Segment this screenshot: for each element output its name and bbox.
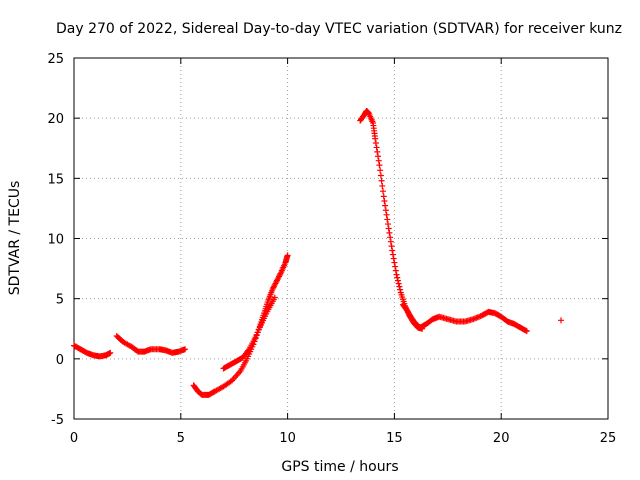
data-point-marker <box>380 193 387 200</box>
data-point-marker <box>392 267 399 274</box>
data-point-marker <box>393 271 400 278</box>
data-point-marker <box>389 247 396 254</box>
series-arc-6 <box>399 301 530 335</box>
data-point-marker <box>378 177 385 184</box>
data-point-marker <box>379 182 386 189</box>
data-point-marker <box>522 327 529 334</box>
data-point-marker <box>387 234 394 241</box>
data-point-marker <box>271 294 278 301</box>
data-point-marker <box>375 157 382 164</box>
y-axis-label: SDTVAR / TECUs <box>7 181 23 296</box>
data-point-marker <box>394 277 401 284</box>
y-tick-label: 20 <box>47 112 64 127</box>
y-tick-label: 25 <box>47 52 64 67</box>
data-point-marker <box>376 162 383 169</box>
chart-title: Day 270 of 2022, Sidereal Day-to-day VTE… <box>56 21 622 37</box>
data-point-marker <box>396 283 403 290</box>
data-point-marker <box>372 140 379 147</box>
x-tick-label: 15 <box>386 431 403 446</box>
series-arc-7 <box>558 317 565 324</box>
data-point-marker <box>182 346 189 353</box>
series-arc-1 <box>71 342 114 360</box>
y-axis: -5 0 5 10 15 20 25 <box>47 52 608 428</box>
data-point-marker <box>284 252 291 259</box>
series-arc-4 <box>220 294 278 372</box>
data-point-marker <box>388 243 395 250</box>
grid <box>74 58 608 419</box>
data-point-marker <box>382 202 389 209</box>
data-point-marker <box>374 148 381 155</box>
data-point-marker <box>375 153 382 160</box>
x-tick-label: 0 <box>70 431 78 446</box>
data-point-marker <box>389 251 396 258</box>
x-tick-label: 20 <box>493 431 510 446</box>
data-point-marker <box>387 238 394 245</box>
data-point-marker <box>380 188 387 195</box>
data-point-marker <box>384 221 391 228</box>
y-tick-label: -5 <box>51 413 64 428</box>
y-tick-label: 0 <box>56 353 64 368</box>
data-point-marker <box>381 197 388 204</box>
data-point-marker <box>377 172 384 179</box>
data-point-marker <box>382 207 389 214</box>
data-point-marker <box>397 286 404 293</box>
data-point-marker <box>386 229 393 236</box>
x-axis-label: GPS time / hours <box>281 459 398 475</box>
data-point-marker <box>390 255 397 262</box>
y-tick-label: 5 <box>56 293 64 308</box>
data-point-marker <box>523 328 530 335</box>
data-point-marker <box>558 317 565 324</box>
data-point-marker <box>373 144 380 151</box>
data-point-marker <box>385 225 392 232</box>
x-tick-label: 5 <box>177 431 185 446</box>
y-tick-label: 15 <box>47 172 64 187</box>
series-arc-2 <box>113 332 189 356</box>
x-tick-label: 25 <box>600 431 617 446</box>
data-point-marker <box>377 167 384 174</box>
data-point-marker <box>391 259 398 266</box>
data-point-marker <box>395 280 402 287</box>
data-point-marker <box>384 216 391 223</box>
x-axis: 0 5 10 15 20 25 <box>70 58 616 446</box>
data-point-marker <box>392 263 399 270</box>
x-tick-label: 10 <box>279 431 296 446</box>
data-points <box>71 107 565 398</box>
y-tick-label: 10 <box>47 233 64 248</box>
data-point-marker <box>372 135 379 142</box>
data-point-marker <box>107 349 114 356</box>
data-point-marker <box>394 274 401 281</box>
data-point-marker <box>383 211 390 218</box>
